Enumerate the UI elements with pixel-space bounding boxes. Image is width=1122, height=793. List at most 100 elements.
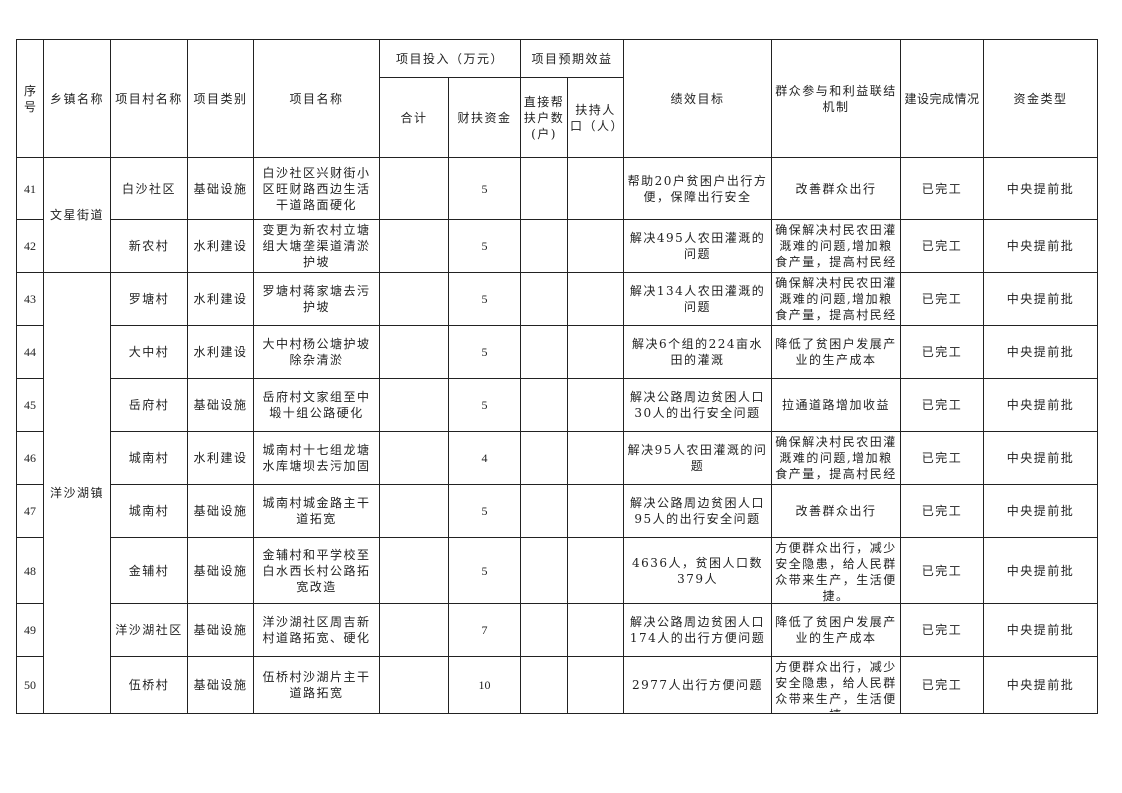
- fund-type-cell-text: 中央提前批: [1006, 623, 1075, 637]
- performance-goal-cell: 解决公路周边贫困人口174人的出行方便问题: [623, 603, 773, 657]
- category-cell-text: 水利建设: [193, 451, 248, 465]
- seq-cell-text: 42: [24, 239, 36, 253]
- fiscal-fund-cell: 5: [447, 272, 522, 326]
- fiscal-fund-cell-text: 5: [481, 345, 488, 359]
- mechanism-cell-text: 方便群众出行，减少安全隐患，给人民群众带来生产，生活便捷。: [775, 540, 897, 602]
- header-fund-type: 资金类型: [983, 39, 1099, 158]
- performance-goal-cell: 解决公路周边贫困人口95人的出行安全问题: [623, 484, 773, 538]
- header-mechanism: 群众参与和利益联结机制: [771, 39, 902, 158]
- project-name-cell-text: 岳府村文家组至中塅十组公路硬化: [262, 390, 371, 420]
- seq-cell-text: 41: [24, 181, 36, 196]
- category-cell-text: 基础设施: [193, 623, 248, 637]
- seq-cell-text: 43: [24, 292, 36, 306]
- households-cell: [520, 219, 569, 273]
- category-cell: 水利建设: [187, 272, 254, 326]
- category-cell: 基础设施: [187, 537, 254, 604]
- completion-cell-text: 已完工: [921, 504, 963, 518]
- fiscal-fund-cell-text: 10: [478, 678, 491, 692]
- fund-type-cell: 中央提前批: [983, 603, 1099, 657]
- fund-type-cell: 中央提前批: [983, 219, 1099, 273]
- fund-type-cell-text: 中央提前批: [1006, 239, 1075, 253]
- mechanism-cell: 确保解决村民农田灌溉难的问题,增加粮食产量，提高村民经济: [771, 219, 902, 273]
- performance-goal-cell-text: 2977人出行方便问题: [632, 678, 764, 692]
- population-cell: [567, 484, 625, 538]
- completion-cell: 已完工: [900, 431, 985, 485]
- category-cell: 水利建设: [187, 325, 254, 379]
- village-cell: 罗塘村: [110, 272, 188, 326]
- mechanism-cell-text: 降低了贫困户发展产业的生产成本: [775, 615, 897, 645]
- population-cell: [567, 537, 625, 604]
- category-cell-text: 基础设施: [193, 398, 248, 412]
- mechanism-cell-text: 改善群众出行: [795, 504, 877, 518]
- mechanism-cell: 改善群众出行: [771, 157, 902, 220]
- population-cell: [567, 656, 625, 714]
- performance-goal-cell-text: 解决公路周边贫困人口95人的出行安全问题: [630, 496, 766, 526]
- households-cell: [520, 325, 569, 379]
- fund-type-cell: 中央提前批: [983, 431, 1099, 485]
- category-cell: 基础设施: [187, 603, 254, 657]
- category-cell-text: 基础设施: [193, 504, 248, 518]
- header-category: 项目类别: [187, 39, 254, 158]
- fund-type-cell-text: 中央提前批: [1006, 345, 1075, 359]
- fund-type-cell: 中央提前批: [983, 537, 1099, 604]
- fund-type-cell: 中央提前批: [983, 157, 1099, 220]
- households-cell: [520, 484, 569, 538]
- households-cell: [520, 656, 569, 714]
- village-cell-text: 城南村: [128, 451, 170, 465]
- category-cell-text: 基础设施: [193, 563, 248, 578]
- completion-cell-text: 已完工: [921, 451, 963, 465]
- performance-goal-cell: 解决95人农田灌溉的问题: [623, 431, 773, 485]
- header-population: 扶持人口（人）: [567, 77, 625, 158]
- mechanism-cell: 确保解决村民农田灌溉难的问题,增加粮食产量，提高村民经济: [771, 431, 902, 485]
- seq-cell: 43: [16, 272, 44, 326]
- seq-cell-text: 47: [24, 504, 36, 518]
- households-cell: [520, 431, 569, 485]
- completion-cell-text: 已完工: [921, 292, 963, 306]
- fiscal-fund-cell-text: 4: [481, 451, 488, 465]
- completion-cell: 已完工: [900, 603, 985, 657]
- seq-cell-text: 48: [24, 563, 36, 578]
- project-name-cell: 大中村杨公塘护坡除杂清淤: [253, 325, 380, 379]
- population-cell: [567, 378, 625, 432]
- category-cell: 基础设施: [187, 656, 254, 714]
- seq-cell: 45: [16, 378, 44, 432]
- total-cell: [379, 656, 449, 714]
- performance-goal-cell: 2977人出行方便问题: [623, 656, 773, 714]
- mechanism-cell-text: 确保解决村民农田灌溉难的问题,增加粮食产量，提高村民经济: [775, 222, 897, 269]
- table-row: 43 洋沙湖镇 罗塘村 水利建设 罗塘村蒋家塘去污护坡 5 解决134人农田灌溉的问题 确保解…: [16, 272, 1099, 714]
- project-name-cell: 白沙社区兴财街小区旺财路西边生活干道路面硬化: [253, 157, 380, 220]
- fund-type-cell: 中央提前批: [983, 484, 1099, 538]
- project-name-cell: 罗塘村蒋家塘去污护坡: [253, 272, 380, 326]
- fund-type-cell: 中央提前批: [983, 656, 1099, 714]
- header-village: 项目村名称: [110, 39, 188, 158]
- seq-cell-text: 45: [24, 398, 36, 412]
- project-name-cell-text: 伍桥村沙湖片主干道路拓宽: [262, 670, 371, 700]
- mechanism-cell: 方便群众出行，减少安全隐患，给人民群众带来生产，生活便捷: [771, 656, 902, 714]
- completion-cell: 已完工: [900, 272, 985, 326]
- village-cell-text: 白沙社区: [121, 181, 176, 196]
- category-cell-text: 基础设施: [193, 181, 248, 196]
- total-cell: [379, 603, 449, 657]
- mechanism-cell-text: 拉通道路增加收益: [782, 398, 891, 412]
- seq-cell: 48: [16, 537, 44, 604]
- completion-cell-text: 已完工: [921, 239, 963, 253]
- performance-goal-cell-text: 解决公路周边贫困人口30人的出行安全问题: [630, 390, 766, 420]
- header-households: 直接帮扶户数(户): [520, 77, 569, 158]
- table-row: 48 金辅村 基础设施 金辅村和平学校至白水西长村公路拓宽改造 5 4636人，贫困人口数…: [16, 537, 1099, 604]
- table-row: 44 大中村 水利建设 大中村杨公塘护坡除杂清淤 5 解决6个组的224亩水田的灌溉 降低了…: [16, 325, 1099, 379]
- village-cell-text: 大中村: [128, 345, 170, 359]
- performance-goal-cell-text: 帮助20户贫困户出行方便，保障出行安全: [627, 173, 768, 204]
- project-name-cell: 变更为新农村立塘组大塘垄渠道清淤护坡: [253, 219, 380, 273]
- fiscal-fund-cell-text: 5: [481, 504, 488, 518]
- total-cell: [379, 219, 449, 273]
- fiscal-fund-cell-text: 5: [481, 292, 488, 306]
- mechanism-cell: 降低了贫困户发展产业的生产成本: [771, 325, 902, 379]
- project-table: 序号 乡镇名称 项目村名称 项目类别 项目名称 项目投入（万元） 项目预期效益 …: [16, 39, 1099, 714]
- project-name-cell: 洋沙湖社区周吉新村道路拓宽、硬化: [253, 603, 380, 657]
- fund-type-cell-text: 中央提前批: [1006, 504, 1075, 518]
- mechanism-cell-text: 确保解决村民农田灌溉难的问题,增加粮食产量，提高村民经济: [775, 275, 897, 322]
- fiscal-fund-cell-text: 5: [481, 563, 488, 578]
- village-cell: 新农村: [110, 219, 188, 273]
- village-cell-text: 洋沙湖社区: [115, 623, 183, 637]
- fiscal-fund-cell: 5: [447, 157, 522, 220]
